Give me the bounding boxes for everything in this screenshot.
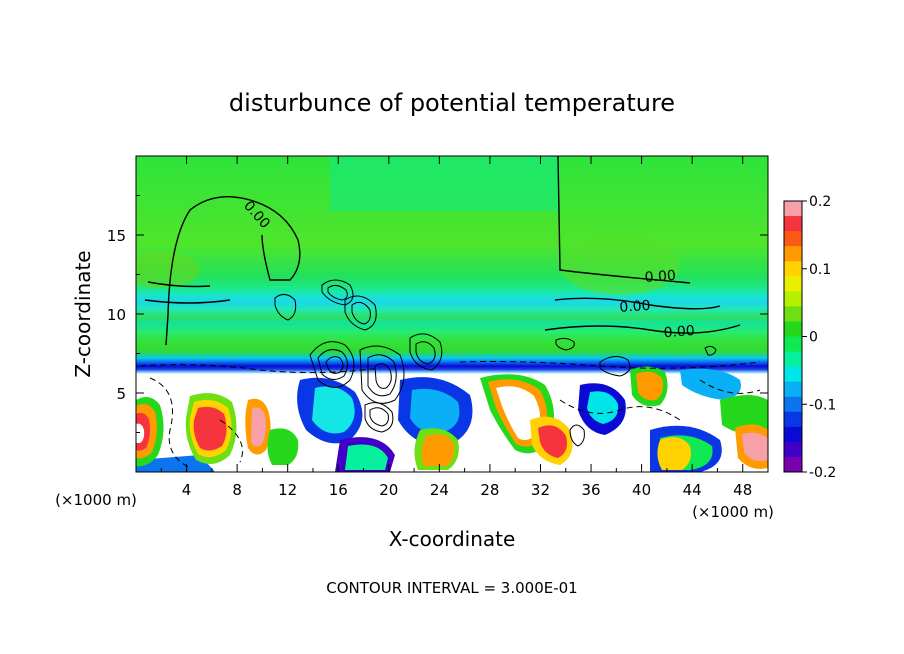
contour-label: 0.00: [644, 268, 676, 286]
cold-anomaly: [312, 386, 355, 434]
colorbar-segment: [784, 456, 802, 473]
upper-green-patch: [136, 252, 200, 288]
contour-label: 0.00: [619, 298, 651, 316]
x-tick-label: 12: [278, 481, 297, 499]
warm-anomaly: [267, 428, 299, 465]
x-axis-unit-left: (×1000 m): [55, 491, 137, 509]
warm-anomaly: [251, 407, 266, 447]
y-tick-label: 15: [107, 227, 126, 245]
colorbar-segment: [784, 381, 802, 398]
upper-green-patch: [560, 235, 680, 295]
x-tick-label: 20: [379, 481, 398, 499]
colorbar-segment: [784, 231, 802, 247]
warm-anomaly: [421, 434, 455, 466]
warm-anomaly: [538, 425, 567, 458]
chart-title: disturbunce of potential temperature: [229, 89, 675, 117]
cold-anomaly: [720, 395, 768, 434]
warm-anomaly: [193, 406, 227, 451]
cold-anomaly: [680, 368, 741, 400]
cold-anomaly: [345, 444, 388, 470]
y-tick-label: 10: [107, 306, 126, 324]
y-axis-label: Z-coordinate: [71, 250, 95, 377]
warm-anomaly: [496, 386, 541, 440]
x-axis: 4 8 12 16 20 24 28 32 36 40 44 48: [160, 156, 752, 499]
colorbar-segment: [784, 351, 802, 368]
warm-anomaly: [742, 432, 768, 461]
colorbar-segment: [784, 216, 802, 232]
colorbar: 0.2 0.1 0 -0.1 -0.2: [783, 194, 836, 481]
y-axis: 5 10 15: [107, 195, 768, 433]
colorbar-tick-label: 0.1: [809, 262, 831, 278]
cold-anomaly: [587, 391, 619, 424]
colorbar-segment: [784, 306, 802, 322]
x-tick-label: 44: [683, 481, 702, 499]
warm-anomaly: [136, 423, 145, 443]
x-tick-label: 4: [182, 481, 192, 499]
colorbar-segment: [784, 276, 802, 292]
x-tick-label: 28: [480, 481, 499, 499]
colorbar-tick-label: -0.2: [809, 465, 836, 481]
cold-anomaly: [410, 388, 460, 433]
contour-interval-note: CONTOUR INTERVAL = 3.000E-01: [326, 579, 577, 597]
x-tick-label: 32: [531, 481, 550, 499]
colorbar-segment: [784, 396, 802, 413]
colorbar-segment: [784, 321, 802, 337]
colorbar-segment: [784, 441, 802, 458]
x-axis-label: X-coordinate: [389, 527, 516, 551]
colorbar-segment: [784, 261, 802, 277]
colorbar-segment: [784, 201, 802, 217]
y-tick-label: 5: [116, 385, 126, 403]
upper-green-patch: [330, 156, 560, 211]
cold-anomaly: [136, 455, 215, 472]
colorbar-segment: [784, 426, 802, 443]
x-tick-label: 48: [733, 481, 752, 499]
x-tick-label: 16: [329, 481, 348, 499]
colorbar-tick-label: 0: [809, 330, 818, 346]
colorbar-segment: [784, 246, 802, 262]
colorbar-segment: [784, 336, 802, 353]
x-tick-label: 8: [232, 481, 242, 499]
warm-anomaly: [636, 371, 664, 401]
colorbar-tick-label: -0.1: [809, 397, 836, 413]
colorbar-segment: [784, 291, 802, 307]
x-tick-label: 40: [632, 481, 651, 499]
x-tick-label: 36: [581, 481, 600, 499]
colorbar-segment: [784, 366, 802, 383]
colorbar-segment: [784, 411, 802, 428]
x-axis-unit-right: (×1000 m): [692, 503, 774, 521]
warm-anomaly: [657, 437, 691, 470]
zero-contours: [144, 156, 741, 346]
lower-field: [136, 366, 768, 472]
dense-contours: [274, 279, 717, 447]
plot-area: 0.000.000.000.00: [136, 156, 768, 472]
x-tick-label: 24: [430, 481, 449, 499]
colorbar-tick-label: 0.2: [809, 194, 831, 210]
contour-label: 0.00: [663, 323, 695, 341]
